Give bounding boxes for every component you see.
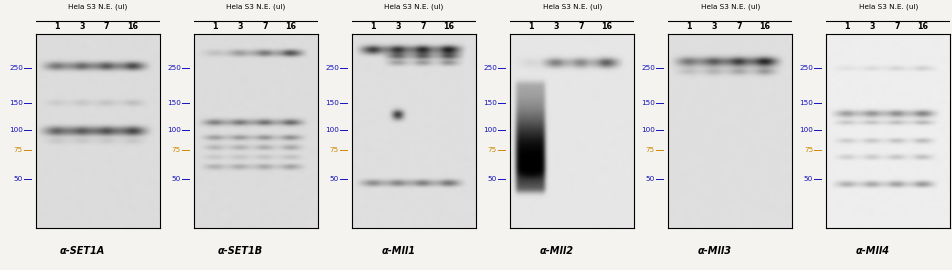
Text: 3: 3 bbox=[869, 22, 875, 31]
Text: 150: 150 bbox=[168, 100, 181, 106]
Text: 16: 16 bbox=[286, 22, 296, 31]
Text: 1: 1 bbox=[528, 22, 534, 31]
Text: 100: 100 bbox=[168, 127, 181, 133]
Text: 50: 50 bbox=[645, 176, 655, 182]
Text: Hela S3 N.E. (ul): Hela S3 N.E. (ul) bbox=[227, 3, 286, 10]
Text: 100: 100 bbox=[484, 127, 497, 133]
Text: 100: 100 bbox=[642, 127, 655, 133]
Text: 16: 16 bbox=[918, 22, 928, 31]
Text: Hela S3 N.E. (ul): Hela S3 N.E. (ul) bbox=[69, 3, 128, 10]
Text: 250: 250 bbox=[642, 65, 655, 71]
Text: 7: 7 bbox=[420, 22, 426, 31]
Text: Hela S3 N.E. (ul): Hela S3 N.E. (ul) bbox=[543, 3, 602, 10]
Text: 50: 50 bbox=[487, 176, 497, 182]
Text: α-SET1B: α-SET1B bbox=[218, 246, 263, 256]
Text: Hela S3 N.E. (ul): Hela S3 N.E. (ul) bbox=[385, 3, 444, 10]
Text: 100: 100 bbox=[10, 127, 23, 133]
Text: 100: 100 bbox=[800, 127, 813, 133]
Text: 250: 250 bbox=[10, 65, 23, 71]
Text: 1: 1 bbox=[370, 22, 376, 31]
Text: α-Mll2: α-Mll2 bbox=[540, 246, 573, 256]
Text: 1: 1 bbox=[54, 22, 60, 31]
Text: Hela S3 N.E. (ul): Hela S3 N.E. (ul) bbox=[859, 3, 918, 10]
Text: 16: 16 bbox=[760, 22, 770, 31]
Text: 3: 3 bbox=[711, 22, 717, 31]
Text: 150: 150 bbox=[10, 100, 23, 106]
Text: 3: 3 bbox=[553, 22, 559, 31]
Text: 75: 75 bbox=[803, 147, 813, 153]
Text: 7: 7 bbox=[104, 22, 109, 31]
Text: α-Mll4: α-Mll4 bbox=[856, 246, 889, 256]
Text: 1: 1 bbox=[212, 22, 218, 31]
Text: 7: 7 bbox=[578, 22, 584, 31]
Text: 250: 250 bbox=[484, 65, 497, 71]
Text: 50: 50 bbox=[13, 176, 23, 182]
Text: 1: 1 bbox=[686, 22, 692, 31]
Text: 7: 7 bbox=[262, 22, 268, 31]
Text: 75: 75 bbox=[487, 147, 497, 153]
Text: 16: 16 bbox=[602, 22, 612, 31]
Text: 75: 75 bbox=[13, 147, 23, 153]
Text: 3: 3 bbox=[237, 22, 243, 31]
Text: 250: 250 bbox=[326, 65, 339, 71]
Text: 250: 250 bbox=[800, 65, 813, 71]
Text: 75: 75 bbox=[171, 147, 181, 153]
Text: 75: 75 bbox=[645, 147, 655, 153]
Text: Hela S3 N.E. (ul): Hela S3 N.E. (ul) bbox=[701, 3, 760, 10]
Text: 1: 1 bbox=[844, 22, 850, 31]
Text: 75: 75 bbox=[329, 147, 339, 153]
Text: 7: 7 bbox=[894, 22, 900, 31]
Text: 7: 7 bbox=[736, 22, 742, 31]
Text: 3: 3 bbox=[395, 22, 401, 31]
Text: 250: 250 bbox=[168, 65, 181, 71]
Text: 16: 16 bbox=[444, 22, 454, 31]
Text: 16: 16 bbox=[128, 22, 138, 31]
Text: 100: 100 bbox=[326, 127, 339, 133]
Text: 50: 50 bbox=[171, 176, 181, 182]
Text: α-Mll3: α-Mll3 bbox=[698, 246, 731, 256]
Text: 150: 150 bbox=[642, 100, 655, 106]
Text: α-SET1A: α-SET1A bbox=[60, 246, 105, 256]
Text: 150: 150 bbox=[800, 100, 813, 106]
Text: 150: 150 bbox=[326, 100, 339, 106]
Text: 150: 150 bbox=[484, 100, 497, 106]
Text: 50: 50 bbox=[803, 176, 813, 182]
Text: 3: 3 bbox=[79, 22, 85, 31]
Text: α-Mll1: α-Mll1 bbox=[382, 246, 415, 256]
Text: 50: 50 bbox=[329, 176, 339, 182]
